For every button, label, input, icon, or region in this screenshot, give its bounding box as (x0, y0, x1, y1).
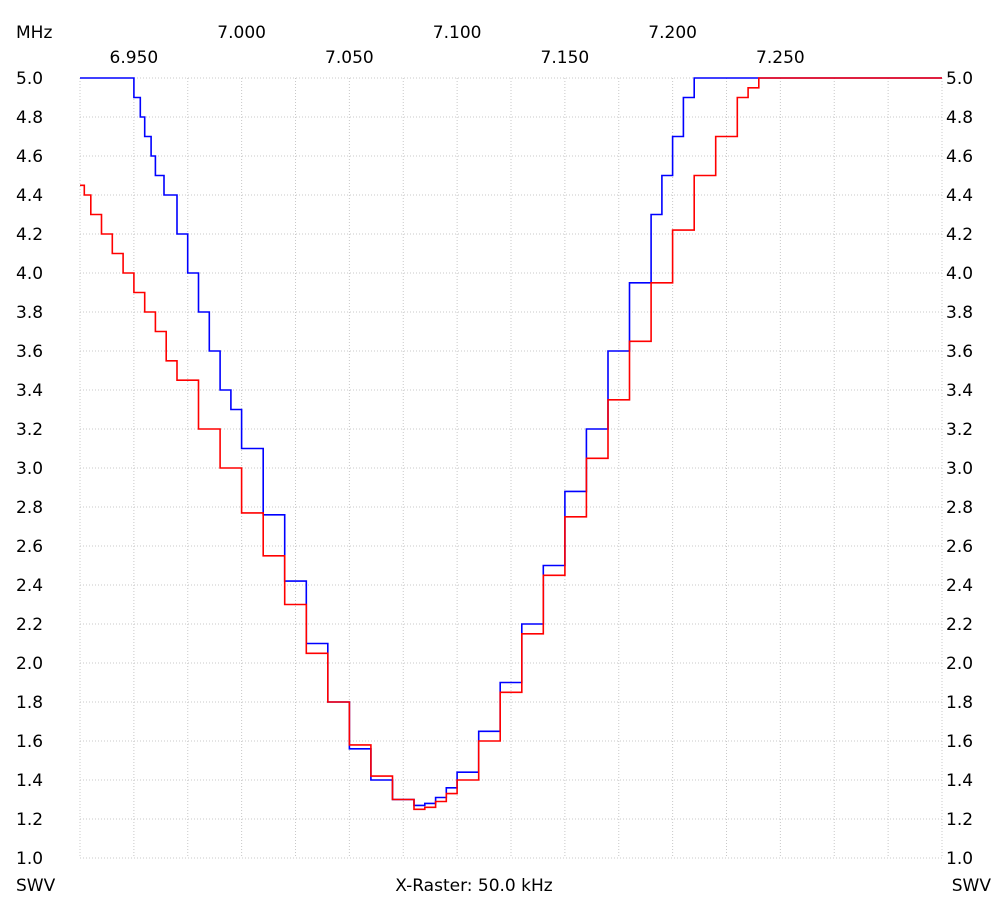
series-line-1 (80, 77, 942, 807)
y-tick-label-right: 3.8 (946, 303, 973, 323)
y-tick-label-right: 3.6 (946, 342, 973, 362)
y-axis-label-right: SWV (952, 876, 992, 896)
y-tick-label-left: 1.2 (16, 810, 43, 830)
y-tick-label-left: 3.8 (16, 303, 43, 323)
y-tick-label-left: 2.8 (16, 498, 43, 518)
y-tick-label-right: 4.0 (946, 264, 973, 284)
y-tick-label-right: 1.2 (946, 810, 973, 830)
y-tick-label-right: 3.4 (946, 381, 973, 401)
y-tick-label-left: 2.2 (16, 615, 43, 635)
y-tick-label-right: 4.6 (946, 147, 973, 167)
tick-labels: 5.0 5.0 4.8 4.8 4.6 4.6 4.4 4.4 4.2 4.2 4.0 4.0 3.8 3… (16, 23, 973, 869)
y-tick-label-right: 4.8 (946, 108, 973, 128)
y-tick-label-right: 4.4 (946, 186, 973, 206)
grid (79, 77, 943, 859)
y-tick-label-left: 4.8 (16, 108, 43, 128)
y-tick-label-right: 3.0 (946, 459, 973, 479)
x-tick-label-lower: 7.050 (325, 48, 374, 68)
x-tick-label-lower: 7.250 (756, 48, 805, 68)
y-tick-label-left: 1.4 (16, 771, 43, 791)
x-tick-label-upper: 7.000 (217, 23, 266, 43)
x-tick-label-lower: 6.950 (110, 48, 159, 68)
y-tick-label-right: 2.4 (946, 576, 973, 596)
y-tick-label-right: 1.0 (946, 849, 973, 869)
x-tick-label-lower: 7.150 (541, 48, 590, 68)
y-tick-label-right: 1.4 (946, 771, 973, 791)
y-tick-label-left: 1.0 (16, 849, 43, 869)
y-tick-label-left: 5.0 (16, 69, 43, 89)
y-tick-label-left: 2.6 (16, 537, 43, 557)
y-tick-label-right: 2.0 (946, 654, 973, 674)
y-tick-label-left: 4.2 (16, 225, 43, 245)
y-tick-label-right: 5.0 (946, 69, 973, 89)
series-line-2 (80, 77, 942, 811)
y-tick-label-left: 3.2 (16, 420, 43, 440)
y-tick-label-right: 2.2 (946, 615, 973, 635)
y-tick-label-left: 3.6 (16, 342, 43, 362)
y-tick-label-left: 1.6 (16, 732, 43, 752)
x-tick-label-upper: 7.200 (648, 23, 697, 43)
y-tick-label-left: 2.4 (16, 576, 43, 596)
y-tick-label-left: 4.4 (16, 186, 43, 206)
x-tick-label-upper: 7.100 (433, 23, 482, 43)
y-tick-label-right: 1.6 (946, 732, 973, 752)
y-tick-label-right: 3.2 (946, 420, 973, 440)
x-unit-label: MHz (16, 23, 52, 43)
x-raster-label: X-Raster: 50.0 kHz (395, 876, 552, 896)
y-tick-label-left: 1.8 (16, 693, 43, 713)
y-tick-label-right: 2.8 (946, 498, 973, 518)
y-tick-label-left: 2.0 (16, 654, 43, 674)
y-tick-label-right: 4.2 (946, 225, 973, 245)
y-tick-label-left: 4.6 (16, 147, 43, 167)
series-layer (80, 77, 942, 811)
y-tick-label-left: 3.0 (16, 459, 43, 479)
y-tick-label-right: 2.6 (946, 537, 973, 557)
y-tick-label-right: 1.8 (946, 693, 973, 713)
y-tick-label-left: 4.0 (16, 264, 43, 284)
y-tick-label-left: 3.4 (16, 381, 43, 401)
y-axis-label-left: SWV (16, 876, 56, 896)
